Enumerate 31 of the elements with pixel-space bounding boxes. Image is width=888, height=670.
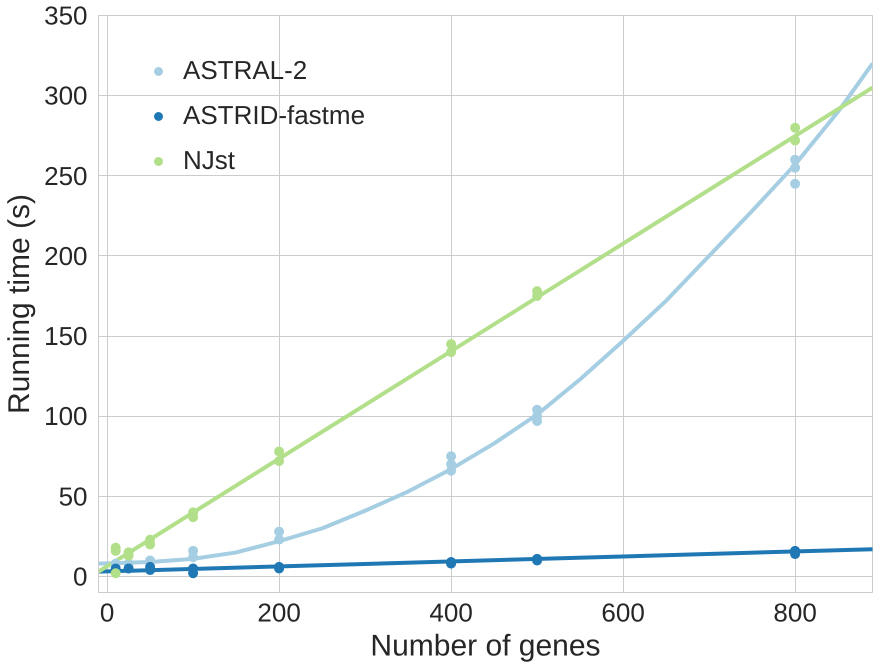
point: [274, 456, 284, 466]
y-axis-title: Running time (s): [3, 194, 36, 414]
legend-label: ASTRID-fastme: [183, 100, 366, 131]
point: [790, 154, 800, 165]
legend-label: NJst: [183, 145, 235, 176]
point: [446, 451, 456, 462]
point: [110, 568, 121, 578]
y-tick-label: 200: [44, 240, 88, 271]
x-axis-title: Number of genes: [370, 630, 601, 662]
legend-label: ASTRAL-2: [183, 55, 308, 86]
y-tick-label: 300: [44, 80, 88, 111]
point: [446, 339, 456, 350]
point: [446, 347, 456, 358]
point: [124, 563, 134, 574]
x-tick-label: 400: [429, 598, 473, 628]
point: [274, 446, 284, 456]
y-tick-label: 100: [44, 401, 88, 432]
x-tick-label: 600: [601, 598, 645, 628]
point: [790, 136, 800, 146]
x-tick-label: 800: [773, 598, 817, 628]
y-tick-label: 250: [44, 160, 88, 191]
point: [790, 162, 800, 173]
x-tick-label: 0: [100, 598, 114, 628]
point: [274, 526, 284, 537]
y-tick-label: 0: [73, 561, 88, 592]
x-tick-label: 200: [257, 598, 301, 628]
y-tick-label: 50: [58, 481, 88, 512]
point: [790, 122, 800, 133]
y-tick-label: 150: [44, 321, 88, 352]
y-tick-label: 350: [44, 0, 88, 30]
point: [790, 178, 800, 189]
